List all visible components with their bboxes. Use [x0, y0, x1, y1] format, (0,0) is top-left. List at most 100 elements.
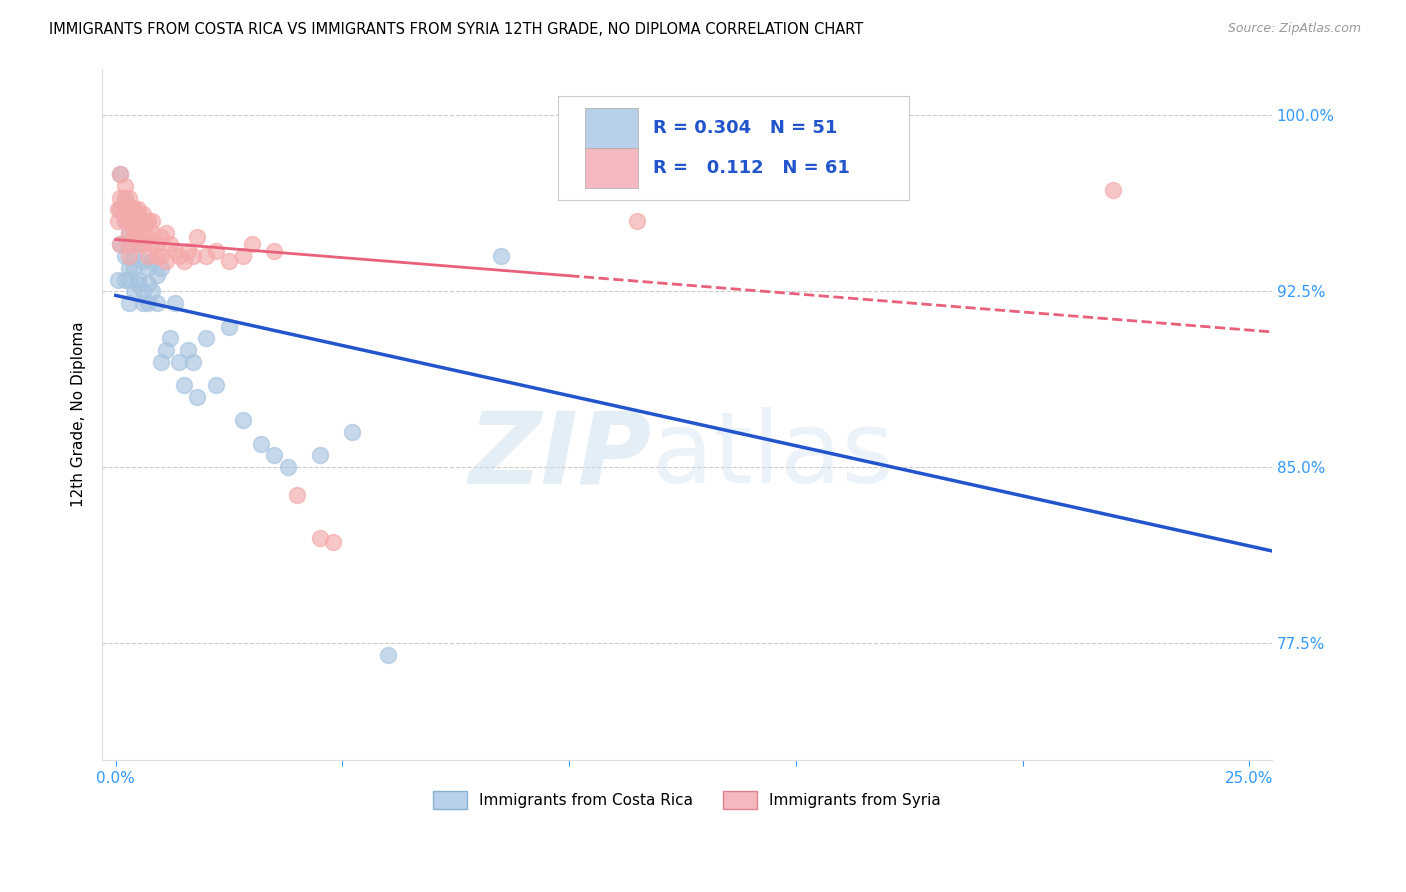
Point — [110, 202, 132, 217]
Text: atlas: atlas — [652, 408, 894, 505]
Point — [250, 436, 273, 450]
Point — [141, 226, 163, 240]
Point — [145, 296, 167, 310]
Point — [141, 285, 163, 299]
Text: IMMIGRANTS FROM COSTA RICA VS IMMIGRANTS FROM SYRIA 12TH GRADE, NO DIPLOMA CORRE: IMMIGRANTS FROM COSTA RICA VS IMMIGRANTS… — [49, 22, 863, 37]
Point — [127, 202, 149, 217]
Point — [118, 296, 141, 310]
Point — [122, 260, 145, 275]
Point — [136, 277, 159, 292]
Point — [127, 207, 149, 221]
Point — [107, 202, 129, 217]
Point — [132, 285, 155, 299]
Point — [163, 244, 186, 259]
Point — [626, 214, 648, 228]
Point — [118, 237, 141, 252]
Point — [141, 237, 163, 252]
Point — [132, 230, 155, 244]
Point — [150, 230, 173, 244]
Point — [232, 413, 254, 427]
Point — [114, 272, 136, 286]
Point — [136, 296, 159, 310]
Point — [277, 460, 299, 475]
Point — [114, 214, 136, 228]
Point — [145, 237, 167, 252]
Point — [122, 202, 145, 217]
Text: Source: ZipAtlas.com: Source: ZipAtlas.com — [1227, 22, 1361, 36]
Point — [263, 449, 285, 463]
Point — [181, 249, 204, 263]
Point — [169, 354, 191, 368]
Point — [136, 214, 159, 228]
Point — [204, 244, 226, 259]
FancyBboxPatch shape — [585, 148, 638, 188]
Point — [195, 249, 218, 263]
Point — [204, 378, 226, 392]
Point — [118, 226, 141, 240]
Point — [136, 230, 159, 244]
Point — [118, 214, 141, 228]
Point — [159, 237, 181, 252]
Point — [114, 207, 136, 221]
Point — [150, 249, 173, 263]
Point — [169, 249, 191, 263]
Point — [173, 253, 195, 268]
Point — [285, 488, 308, 502]
Point — [118, 190, 141, 204]
Point — [110, 237, 132, 252]
Point — [110, 237, 132, 252]
Point — [1102, 184, 1125, 198]
Point — [163, 296, 186, 310]
Point — [114, 178, 136, 193]
Point — [122, 285, 145, 299]
Point — [150, 354, 173, 368]
Point — [308, 531, 330, 545]
Point — [186, 390, 208, 404]
Point — [114, 214, 136, 228]
Point — [114, 202, 136, 217]
Point — [118, 249, 141, 263]
Point — [118, 272, 141, 286]
Point — [122, 249, 145, 263]
Point — [489, 249, 512, 263]
Point — [132, 296, 155, 310]
Point — [141, 253, 163, 268]
Point — [218, 319, 240, 334]
Point — [145, 268, 167, 282]
Point — [118, 237, 141, 252]
Point — [173, 378, 195, 392]
Point — [118, 260, 141, 275]
Point — [114, 249, 136, 263]
Point — [107, 214, 129, 228]
Point — [136, 214, 159, 228]
Point — [122, 214, 145, 228]
Point — [218, 253, 240, 268]
Point — [155, 253, 177, 268]
Text: R = 0.304   N = 51: R = 0.304 N = 51 — [654, 119, 838, 137]
Point — [377, 648, 399, 662]
Point — [114, 190, 136, 204]
Text: R =   0.112   N = 61: R = 0.112 N = 61 — [654, 159, 851, 178]
Point — [141, 214, 163, 228]
Point — [110, 167, 132, 181]
Point — [122, 230, 145, 244]
Point — [132, 237, 155, 252]
Point — [110, 190, 132, 204]
Legend: Immigrants from Costa Rica, Immigrants from Syria: Immigrants from Costa Rica, Immigrants f… — [427, 785, 948, 815]
Point — [132, 207, 155, 221]
FancyBboxPatch shape — [558, 96, 910, 200]
Point — [114, 190, 136, 204]
Point — [107, 272, 129, 286]
Point — [132, 253, 155, 268]
Point — [155, 343, 177, 357]
Point — [136, 249, 159, 263]
Point — [127, 237, 149, 252]
Point — [232, 249, 254, 263]
FancyBboxPatch shape — [585, 108, 638, 148]
Point — [186, 230, 208, 244]
Point — [122, 221, 145, 235]
Point — [695, 132, 717, 146]
Point — [127, 272, 149, 286]
Point — [145, 249, 167, 263]
Point — [159, 331, 181, 345]
